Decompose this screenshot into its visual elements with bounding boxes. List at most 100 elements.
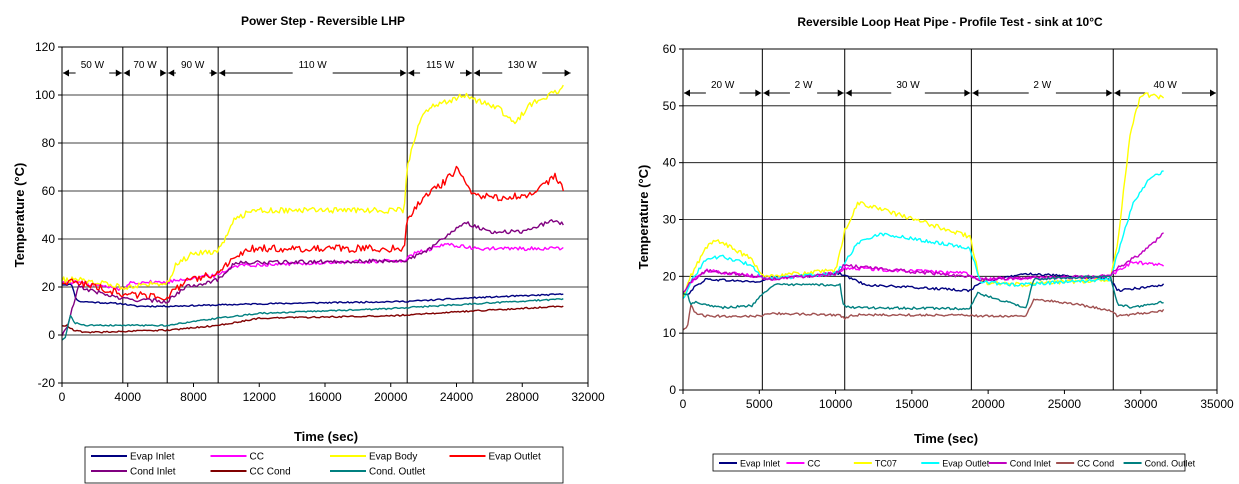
power-step-label: 2 W [795,80,813,91]
power-step-arrowhead [115,69,122,77]
series-line-evap-body [61,84,564,291]
x-tick-label: 32000 [571,390,605,404]
legend-label-cc-cond: CC Cond [1077,459,1114,469]
power-step-arrowhead [972,89,979,97]
series-line-evap-inlet [61,283,564,308]
power-step-label: 20 W [711,80,735,91]
x-tick-label: 25000 [1048,397,1082,411]
legend-label-cc: CC [250,452,264,463]
power-step-label: 110 W [299,60,328,71]
series-line-cond-inlet [61,219,564,337]
series-line-cond-outlet [61,297,564,341]
power-step-label: 2 W [1033,80,1051,91]
power-step-annotations: 50 W 70 W 90 W 110 W 115 W 130 W [63,60,571,77]
y-tick-label: 10 [663,326,677,340]
legend-label-evap-outlet: Evap Outlet [942,459,990,469]
plot-frame [682,48,1218,391]
legend-label-cond-inlet: Cond Inlet [1010,459,1052,469]
x-tick-label: 0 [59,390,66,404]
legend-label-evap-outlet: Evap Outlet [489,452,541,463]
y-tick-label: 30 [663,213,677,227]
x-tick-label: 5000 [746,397,773,411]
x-axis-label: Time (sec) [914,431,978,446]
legend-label-cc-cond: CC Cond [250,467,291,478]
y-axis-label: Temperature (°C) [636,165,651,270]
power-step-label: 70 W [133,60,157,71]
x-tick-label: 12000 [243,390,277,404]
power-step-arrowhead [211,69,218,77]
y-axis-label: Temperature (°C) [12,163,27,268]
legend: Evap Inlet CC TC07 Evap Outlet Cond Inlet CC … [712,453,1196,472]
legend-label-evap-inlet: Evap Inlet [740,459,781,469]
power-step-label: 30 W [896,80,920,91]
y-tick-label: 40 [663,156,677,170]
grid-lines [683,48,1217,391]
y-tick-label: -20 [38,376,56,390]
x-tick-label: 20000 [971,397,1005,411]
power-step-arrowhead [473,69,480,77]
power-step-arrowhead [845,89,852,97]
power-step-arrowhead [837,89,844,97]
legend: Evap Inlet CC Evap Body Evap Outlet Cond Inl… [84,446,564,484]
y-tick-label: 50 [663,99,677,113]
y-tick-label: 0 [48,328,55,342]
x-tick-label: 8000 [180,390,207,404]
y-tick-label: 20 [42,280,56,294]
power-step-annotations: 20 W 2 W 30 W 2 W 40 W [684,80,1216,97]
power-step-arrowhead [408,69,415,77]
series-line-cc-cond [682,298,1165,331]
plot-frame [61,46,589,384]
power-step-label: 130 W [508,60,537,71]
series-line-evap-inlet [682,271,1165,296]
series-line-cc [61,242,564,292]
series-line-cond-outlet [682,275,1164,311]
chart-title: Power Step - Reversible LHP [241,14,405,28]
power-step-arrowhead [400,69,407,77]
series-line-cc-cond [61,305,564,334]
power-step-arrowhead [755,89,762,97]
legend-label-tc07: TC07 [875,459,897,469]
chart-profile-test: Reversible Loop Heat Pipe - Profile Test… [636,15,1234,472]
power-step-arrowhead [1114,89,1121,97]
y-tick-label: 20 [663,269,677,283]
series-line-evap-outlet [61,165,564,301]
legend-box [84,446,564,484]
power-step-arrowhead [1210,89,1216,97]
y-tick-label: 80 [42,136,56,150]
legend-label-cond-outlet: Cond. Outlet [1145,459,1196,469]
y-tick-label: 100 [35,88,55,102]
y-tick-label: 0 [669,383,676,397]
power-step-arrowhead [168,69,175,77]
power-step-label: 40 W [1153,80,1177,91]
power-step-arrowhead [564,69,571,77]
x-tick-label: 10000 [819,397,853,411]
power-step-arrowhead [123,69,130,77]
power-step-arrowhead [1106,89,1113,97]
x-tick-label: 24000 [440,390,474,404]
power-step-arrowhead [684,89,690,97]
x-tick-label: 15000 [895,397,929,411]
chart-title: Reversible Loop Heat Pipe - Profile Test… [797,15,1103,29]
power-step-arrowhead [219,69,226,77]
series-lines [61,84,564,341]
x-tick-label: 30000 [1124,397,1158,411]
legend-label-cond-inlet: Cond Inlet [130,467,176,478]
legend-label-cond-outlet: Cond. Outlet [369,467,425,478]
x-tick-label: 20000 [374,390,408,404]
power-step-label: 90 W [181,60,205,71]
power-step-label: 115 W [426,60,455,71]
power-step-arrowhead [63,69,69,77]
chart-power-step: Power Step - Reversible LHP Temperature … [12,14,605,484]
y-tick-label: 40 [42,232,56,246]
power-step-arrowhead [964,89,971,97]
power-step-arrowhead [465,69,472,77]
legend-label-evap-inlet: Evap Inlet [130,452,175,463]
legend-label-cc: CC [807,459,820,469]
series-line-tc07 [682,92,1165,299]
x-axis-label: Time (sec) [294,429,358,444]
x-tick-label: 16000 [308,390,342,404]
series-line-evap-outlet [682,170,1164,300]
phase-boundaries [761,49,1114,390]
power-step-label: 50 W [81,60,105,71]
